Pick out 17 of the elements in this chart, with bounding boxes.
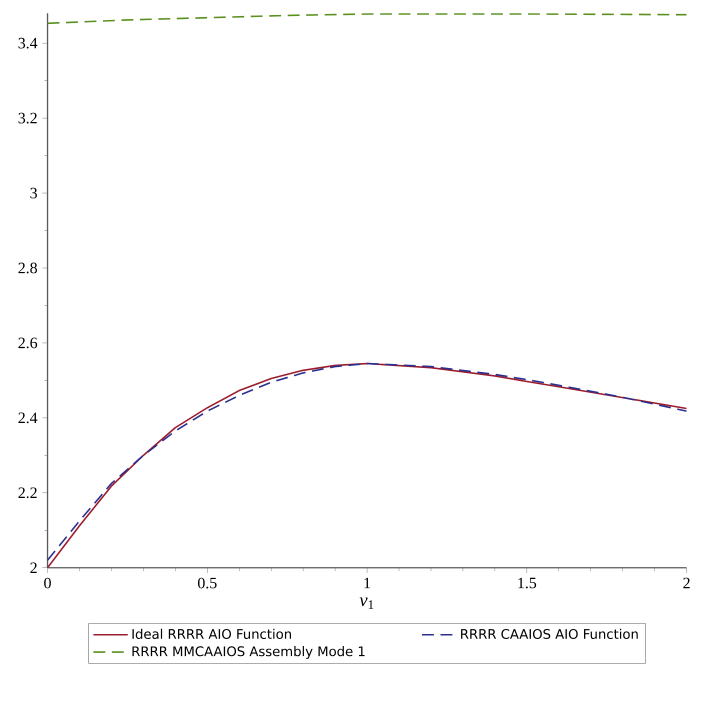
legend-label: RRRR CAAIOS AIO Function: [461, 628, 638, 639]
x-axis-title: v$_{1}$: [360, 598, 374, 609]
y-tick-label: 2.8: [18, 262, 37, 274]
y-tick-label: 2.4: [18, 412, 38, 424]
y-tick-label: 3: [30, 188, 37, 198]
y-tick-label: 2: [30, 562, 37, 573]
x-tick-label: 1.5: [518, 578, 536, 588]
y-tick-label: 2.6: [18, 338, 38, 348]
y-tick-label: 3.2: [18, 112, 37, 124]
x-tick-label: 1: [364, 578, 370, 588]
legend-label: RRRR MMCAAIOS Assembly Mode 1: [132, 646, 365, 659]
x-tick-label: 0: [44, 578, 51, 588]
legend-label: Ideal RRRR AIO Function: [132, 628, 291, 639]
x-tick-label: 0.5: [198, 578, 217, 588]
y-tick-label: 2.2: [18, 487, 37, 498]
y-tick-label: 3.4: [18, 38, 38, 49]
x-tick-label: 2: [683, 578, 690, 588]
